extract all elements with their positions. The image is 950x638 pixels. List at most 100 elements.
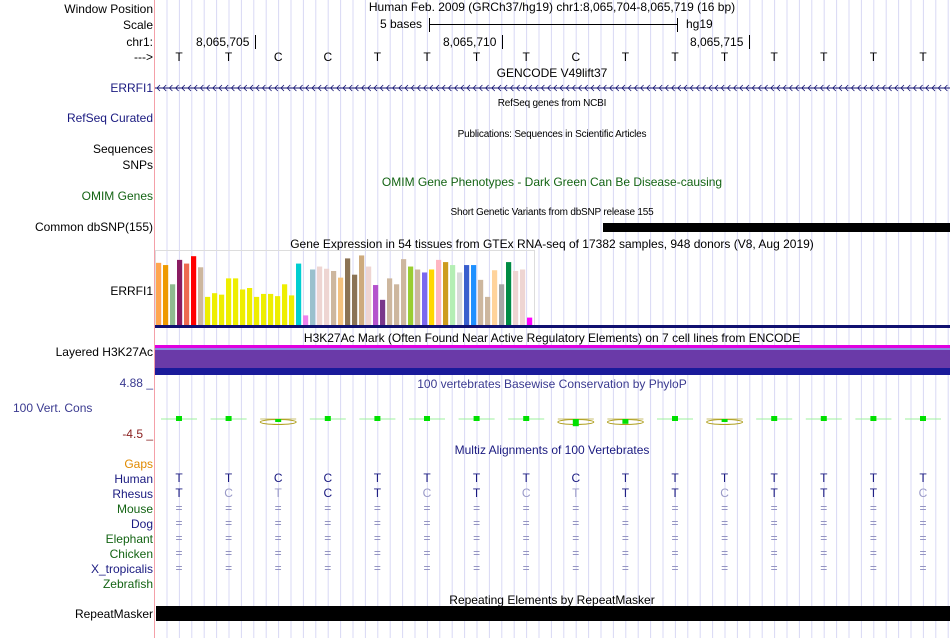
alignment-base: = — [423, 561, 431, 575]
dbsnp-track-title[interactable]: Short Genetic Variants from dbSNP releas… — [450, 207, 654, 218]
dbsnp-track-label[interactable]: Common dbSNP(155) — [34, 220, 153, 234]
repeatmasker-element-bar[interactable] — [156, 606, 950, 621]
alignment-base: T — [423, 471, 431, 485]
gtex-tissue-bar — [254, 296, 260, 325]
alignment-base: T — [274, 486, 282, 500]
strand-arrow-icon — [776, 84, 781, 92]
conservation-track-label[interactable]: 100 Vert. Cons — [13, 401, 93, 415]
alignment-base: T — [671, 486, 679, 500]
gtex-tissue-bar — [450, 265, 456, 325]
gencode-gene-label[interactable]: ERRFI1 — [110, 81, 153, 95]
alignment-base: = — [869, 531, 877, 545]
phylop-score-bar — [424, 416, 430, 421]
multiz-track-title[interactable]: Multiz Alignments of 100 Vertebrates — [454, 443, 650, 457]
dbsnp-variant-bar[interactable] — [603, 223, 950, 232]
phylop-score-bar — [721, 419, 728, 422]
strand-arrow-icon — [726, 84, 731, 92]
strand-arrow-icon — [937, 84, 942, 92]
omim-track-title[interactable]: OMIM Gene Phenotypes - Dark Green Can Be… — [381, 175, 723, 189]
h3k27ac-layer-pink[interactable] — [155, 345, 950, 348]
gtex-tissue-bar — [296, 263, 302, 325]
strand-arrow-icon — [795, 84, 799, 92]
h3k27ac-layer-lavender[interactable] — [155, 348, 950, 350]
alignment-base: T — [869, 486, 878, 500]
strand-arrow-icon — [497, 84, 502, 92]
strand-arrow-icon — [342, 84, 347, 92]
alignment-base: = — [621, 561, 629, 575]
snps-label[interactable]: SNPs — [122, 158, 153, 172]
gtex-tissue-bar — [499, 284, 505, 325]
publications-track-title[interactable]: Publications: Sequences in Scientific Ar… — [457, 129, 647, 140]
refseq-track-title[interactable]: RefSeq genes from NCBI — [497, 98, 607, 109]
alignment-base: = — [572, 501, 580, 515]
alignment-base: = — [919, 546, 927, 560]
gencode-track-title[interactable]: GENCODE V49lift37 — [496, 66, 608, 80]
strand-arrow-icon — [943, 84, 948, 92]
chrom-label: chr1: — [126, 35, 153, 49]
strand-arrow-icon — [255, 84, 260, 92]
h3k27ac-layer-navy[interactable] — [155, 368, 950, 375]
strand-arrow-icon — [671, 84, 675, 92]
alignment-base: T — [175, 486, 183, 500]
h3k27ac-layer-purple[interactable] — [155, 350, 950, 368]
strand-arrow-icon — [435, 84, 440, 92]
gtex-tissue-bar — [331, 270, 337, 325]
h3k27ac-track-title[interactable]: H3K27Ac Mark (Often Found Near Active Re… — [303, 331, 801, 345]
publications-track-label[interactable]: Sequences — [92, 142, 153, 156]
strand-arrow-icon — [813, 84, 818, 92]
species-label: Rhesus — [112, 487, 153, 501]
gtex-tissue-bar — [492, 270, 498, 325]
gtex-tissue-bar — [184, 263, 190, 325]
repeatmasker-track-title[interactable]: Repeating Elements by RepeatMasker — [449, 593, 655, 607]
alignment-base: = — [721, 531, 729, 545]
strand-arrow-icon — [218, 84, 223, 92]
phylop-conservation-plot[interactable] — [155, 400, 950, 440]
conservation-track-title[interactable]: 100 vertebrates Basewise Conservation by… — [417, 377, 687, 391]
strand-arrow-icon — [454, 84, 458, 92]
alignment-base: = — [869, 561, 877, 575]
dna-base: C — [323, 50, 333, 64]
strand-arrow-icon — [633, 84, 638, 92]
dna-base: T — [671, 50, 679, 64]
alignment-base: = — [671, 561, 679, 575]
strand-arrow-icon — [348, 84, 353, 92]
gtex-tissue-bar — [163, 265, 169, 325]
phylop-score-bar — [622, 419, 629, 424]
alignment-base: = — [770, 516, 778, 530]
strand-arrow-icon — [801, 84, 806, 92]
gtex-tissue-bar — [471, 265, 477, 325]
gtex-track-label[interactable]: ERRFI1 — [110, 284, 153, 298]
strand-arrow-icon — [429, 84, 434, 92]
omim-track-label[interactable]: OMIM Genes — [81, 189, 153, 203]
strand-arrow-icon — [540, 84, 545, 92]
strand-arrow-icon — [330, 84, 334, 92]
phylop-score-bar — [870, 416, 877, 421]
gtex-track-title[interactable]: Gene Expression in 54 tissues from GTEx … — [290, 237, 814, 251]
alignment-base: T — [621, 486, 630, 500]
strand-arrow-icon — [212, 84, 217, 92]
dna-base: T — [919, 50, 927, 64]
h3k27ac-track-label[interactable]: Layered H3K27Ac — [55, 345, 153, 359]
phylop-score-bar — [523, 416, 530, 421]
alignment-base: = — [473, 531, 481, 545]
gtex-tissue-bar — [317, 266, 323, 325]
alignment-base: T — [621, 471, 630, 485]
strand-arrow-icon — [280, 84, 285, 92]
strand-arrow-icon — [286, 84, 291, 92]
dna-base: T — [373, 50, 382, 64]
repeatmasker-track-label[interactable]: RepeatMasker — [74, 607, 153, 621]
strand-arrow-icon — [677, 84, 682, 92]
alignment-base: T — [175, 471, 183, 485]
gene-model-errfi1[interactable] — [155, 82, 950, 94]
gtex-tissue-bar — [345, 258, 351, 325]
strand-arrow-icon — [832, 84, 837, 92]
phylop-score-bar — [572, 419, 579, 427]
gtex-tissue-bar — [513, 270, 519, 325]
phylop-score-bar — [672, 416, 678, 421]
alignment-base: T — [919, 471, 927, 485]
strand-arrow-icon — [460, 84, 465, 92]
refseq-track-label[interactable]: RefSeq Curated — [66, 111, 153, 125]
alignment-base: = — [770, 531, 778, 545]
gtex-bar-chart[interactable] — [155, 250, 535, 326]
strand-arrow-icon — [249, 84, 254, 92]
